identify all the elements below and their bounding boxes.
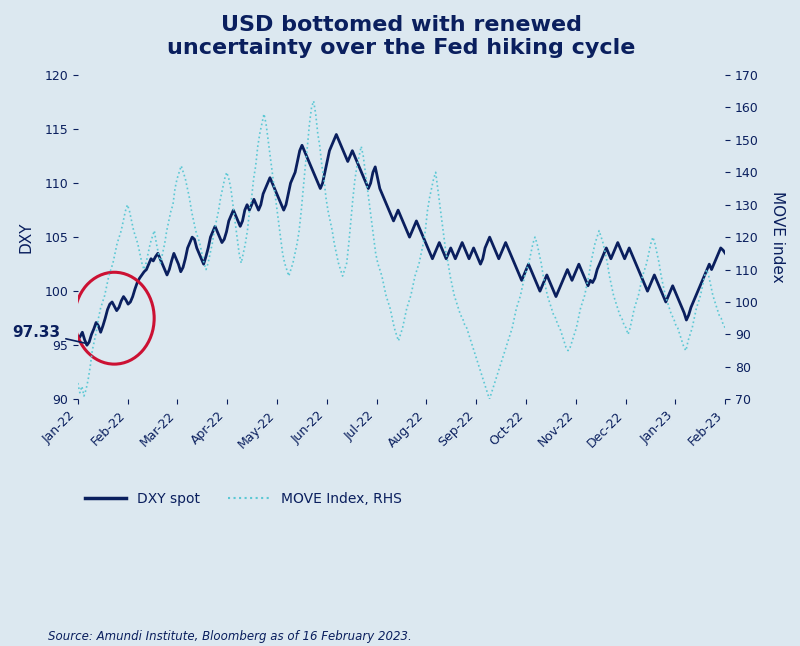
- Legend: DXY spot, MOVE Index, RHS: DXY spot, MOVE Index, RHS: [85, 492, 402, 506]
- Y-axis label: DXY: DXY: [18, 222, 33, 253]
- Text: 97.33: 97.33: [12, 324, 86, 344]
- Text: Source: Amundi Institute, Bloomberg as of 16 February 2023.: Source: Amundi Institute, Bloomberg as o…: [48, 630, 412, 643]
- Title: USD bottomed with renewed
uncertainty over the Fed hiking cycle: USD bottomed with renewed uncertainty ov…: [167, 15, 636, 58]
- Y-axis label: MOVE index: MOVE index: [770, 191, 785, 283]
